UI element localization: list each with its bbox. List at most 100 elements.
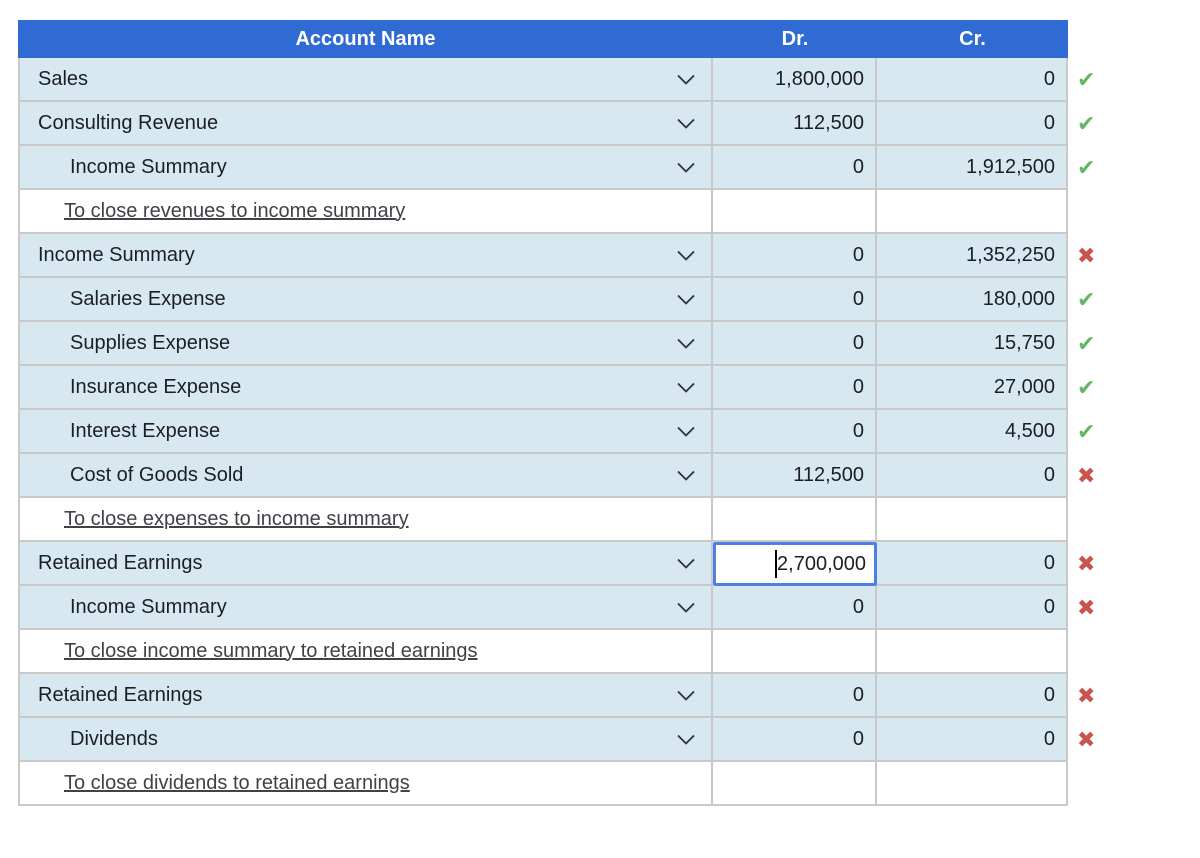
header-account-name: Account Name <box>295 27 436 50</box>
cr-value: 180,000 <box>982 287 1055 310</box>
cr-value: 0 <box>1043 683 1055 706</box>
chevron-down-icon <box>677 734 695 745</box>
cr-cell[interactable]: 27,000 <box>877 366 1068 410</box>
status-correct-icon: ✔ <box>1077 67 1096 92</box>
description-row: To close expenses to income summary <box>18 498 1121 542</box>
account-name: Income Summary <box>70 155 227 178</box>
account-row: Retained Earnings 2,700,000 0 ✖ <box>18 542 1121 586</box>
status-cell: ✔ <box>1068 102 1121 146</box>
account-name: Retained Earnings <box>38 683 203 706</box>
cr-cell[interactable]: 0 <box>877 718 1068 762</box>
status-cell-empty <box>1068 762 1121 806</box>
account-row: Income Summary 0 1,912,500 ✔ <box>18 146 1121 190</box>
chevron-down-icon <box>677 602 695 613</box>
dr-value: 112,500 <box>793 111 864 134</box>
cr-value: 1,912,500 <box>966 155 1055 178</box>
status-correct-icon: ✔ <box>1077 331 1096 356</box>
account-name: Dividends <box>70 727 158 750</box>
account-dropdown[interactable]: Insurance Expense <box>18 366 713 410</box>
description-text: To close revenues to income summary <box>64 199 406 222</box>
dr-cell[interactable]: 112,500 <box>713 454 877 498</box>
account-row: Dividends 0 0 ✖ <box>18 718 1121 762</box>
cr-cell[interactable]: 0 <box>877 674 1068 718</box>
chevron-down-icon <box>677 470 695 481</box>
dr-cell[interactable]: 0 <box>713 146 877 190</box>
dr-cell[interactable]: 0 <box>713 718 877 762</box>
cr-cell[interactable]: 0 <box>877 58 1068 102</box>
cr-cell[interactable]: 15,750 <box>877 322 1068 366</box>
cr-cell[interactable]: 0 <box>877 542 1068 586</box>
dr-value: 112,500 <box>793 463 864 486</box>
cr-cell[interactable]: 0 <box>877 586 1068 630</box>
dr-value: 0 <box>852 419 864 442</box>
chevron-down-icon <box>677 294 695 305</box>
account-name: Consulting Revenue <box>38 111 219 134</box>
account-dropdown[interactable]: Sales <box>18 58 713 102</box>
dr-cell[interactable]: 0 <box>713 278 877 322</box>
account-row: Sales 1,800,000 0 ✔ <box>18 58 1121 102</box>
chevron-down-icon <box>677 250 695 261</box>
account-name: Income Summary <box>38 243 195 266</box>
dr-cell[interactable]: 0 <box>713 322 877 366</box>
account-dropdown[interactable]: Consulting Revenue <box>18 102 713 146</box>
status-correct-icon: ✔ <box>1077 287 1096 312</box>
status-cell: ✖ <box>1068 542 1121 586</box>
cr-cell-empty <box>877 630 1068 674</box>
dr-cell[interactable]: 0 <box>713 234 877 278</box>
cr-value: 1,352,250 <box>966 243 1055 266</box>
status-cell: ✖ <box>1068 454 1121 498</box>
dr-cell[interactable]: 0 <box>713 586 877 630</box>
dr-value: 1,800,000 <box>775 67 864 90</box>
cr-cell[interactable]: 0 <box>877 454 1068 498</box>
dr-value: 0 <box>852 243 864 266</box>
dr-value: 0 <box>852 595 864 618</box>
cr-cell[interactable]: 4,500 <box>877 410 1068 454</box>
status-incorrect-icon: ✖ <box>1077 683 1096 708</box>
cr-value: 0 <box>1043 463 1055 486</box>
account-dropdown[interactable]: Income Summary <box>18 586 713 630</box>
header-dr: Dr. <box>781 27 809 50</box>
chevron-down-icon <box>677 690 695 701</box>
dr-cell[interactable]: 0 <box>713 674 877 718</box>
account-dropdown[interactable]: Income Summary <box>18 146 713 190</box>
account-dropdown[interactable]: Dividends <box>18 718 713 762</box>
dr-cell[interactable]: 1,800,000 <box>713 58 877 102</box>
dr-value: 0 <box>852 287 864 310</box>
dr-value: 0 <box>852 375 864 398</box>
cr-cell-empty <box>877 498 1068 542</box>
account-dropdown[interactable]: Cost of Goods Sold <box>18 454 713 498</box>
account-dropdown[interactable]: Retained Earnings <box>18 542 713 586</box>
cr-value: 27,000 <box>993 375 1055 398</box>
account-dropdown[interactable]: Supplies Expense <box>18 322 713 366</box>
account-name: Income Summary <box>70 595 227 618</box>
dr-cell-empty <box>713 190 877 234</box>
account-row: Salaries Expense 0 180,000 ✔ <box>18 278 1121 322</box>
status-cell: ✖ <box>1068 718 1121 762</box>
account-row: Income Summary 0 1,352,250 ✖ <box>18 234 1121 278</box>
dr-cell[interactable]: 112,500 <box>713 102 877 146</box>
description-cell: To close revenues to income summary <box>18 190 713 234</box>
status-cell: ✔ <box>1068 410 1121 454</box>
status-cell-empty <box>1068 498 1121 542</box>
account-dropdown[interactable]: Income Summary <box>18 234 713 278</box>
status-cell: ✔ <box>1068 58 1121 102</box>
cr-value: 0 <box>1043 595 1055 618</box>
dr-cell[interactable]: 0 <box>713 366 877 410</box>
account-row: Cost of Goods Sold 112,500 0 ✖ <box>18 454 1121 498</box>
account-dropdown[interactable]: Salaries Expense <box>18 278 713 322</box>
dr-cell[interactable]: 0 <box>713 410 877 454</box>
chevron-down-icon <box>677 382 695 393</box>
account-row: Income Summary 0 0 ✖ <box>18 586 1121 630</box>
text-caret <box>775 550 778 578</box>
status-incorrect-icon: ✖ <box>1077 551 1096 576</box>
cr-cell[interactable]: 1,352,250 <box>877 234 1068 278</box>
account-dropdown[interactable]: Interest Expense <box>18 410 713 454</box>
description-text: To close expenses to income summary <box>64 507 409 530</box>
account-row: Interest Expense 0 4,500 ✔ <box>18 410 1121 454</box>
cr-cell[interactable]: 180,000 <box>877 278 1068 322</box>
dr-input-focused[interactable]: 2,700,000 <box>713 542 877 586</box>
status-cell: ✖ <box>1068 586 1121 630</box>
cr-cell[interactable]: 0 <box>877 102 1068 146</box>
account-dropdown[interactable]: Retained Earnings <box>18 674 713 718</box>
cr-cell[interactable]: 1,912,500 <box>877 146 1068 190</box>
